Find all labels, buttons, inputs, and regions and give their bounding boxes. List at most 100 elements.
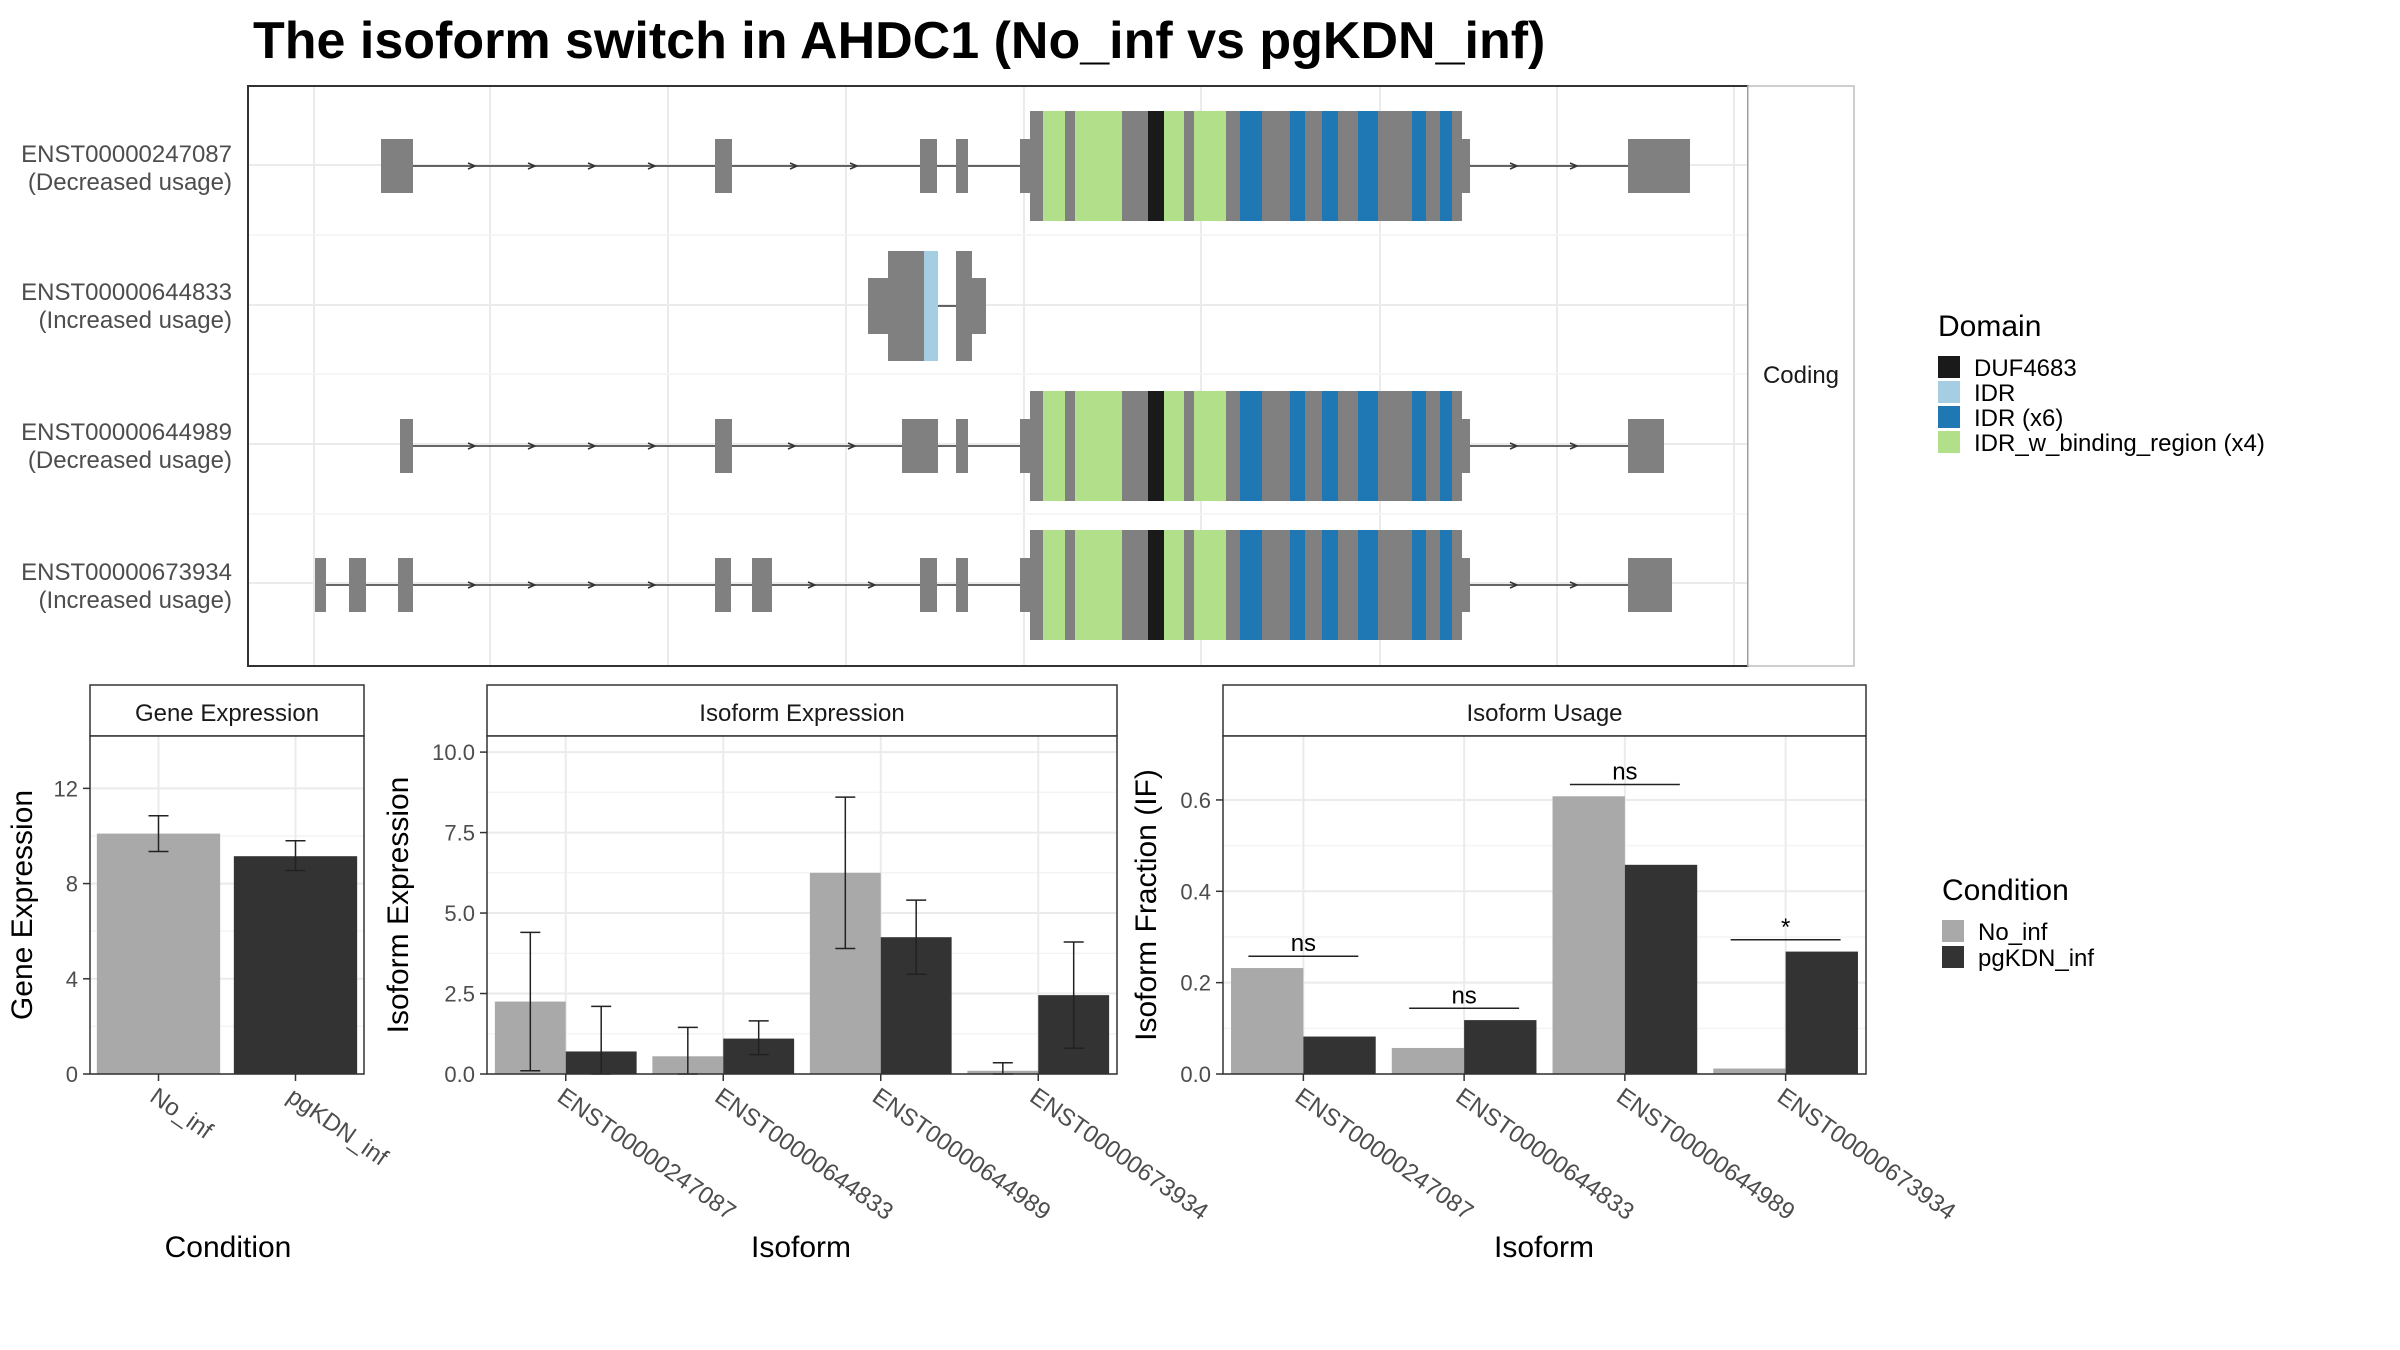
cds-segment <box>1440 391 1452 501</box>
x-tick-label: ENST00000673934 <box>1772 1083 1960 1226</box>
strand-arrow <box>527 581 537 589</box>
utr-exon <box>381 139 413 193</box>
strand-arrow <box>867 581 877 589</box>
utr-exon <box>920 558 937 612</box>
strand-arrow <box>789 162 799 170</box>
cds-segment <box>1164 530 1184 640</box>
x-tick-label: pgKDN_inf <box>282 1083 393 1172</box>
x-axis-label: Condition <box>165 1231 292 1264</box>
cds-segment <box>1194 111 1226 221</box>
strand-arrow <box>647 442 657 450</box>
cds-segment <box>1194 530 1226 640</box>
bar <box>1231 968 1304 1074</box>
structure-strip <box>1747 85 1855 667</box>
legend-key-idr-binding <box>1938 431 1960 453</box>
cds-segment <box>1043 391 1065 501</box>
cds-segment <box>1262 530 1290 640</box>
cds-segment <box>1322 530 1338 640</box>
transcript-label-4-usage: (Increased usage) <box>39 587 232 614</box>
plot-border <box>89 735 365 1075</box>
y-tick-label: 7.5 <box>444 821 475 846</box>
bar <box>1391 1047 1465 1074</box>
bar <box>96 833 221 1074</box>
utr-exon <box>715 558 731 612</box>
cds-segment <box>1338 111 1358 221</box>
strand-arrow <box>587 162 597 170</box>
panel-strip <box>89 684 365 737</box>
significance-label: ns <box>1612 758 1637 785</box>
cds-segment <box>1226 530 1240 640</box>
utr-exon <box>1462 419 1470 473</box>
transcript-label-1-id: ENST00000247087 <box>21 141 232 168</box>
x-axis-label: Isoform <box>751 1231 851 1264</box>
y-tick-label: 0.2 <box>1180 971 1211 996</box>
domain-legend: Domain DUF4683 IDR IDR (x6) IDR_w_bindin… <box>1938 310 2265 457</box>
cds-segment <box>1452 530 1462 640</box>
x-tick-label: No_inf <box>145 1083 218 1145</box>
condition-legend: Condition No_inf pgKDN_inf <box>1942 874 2094 972</box>
cds-segment <box>1378 391 1412 501</box>
y-tick-label: 0 <box>66 1062 78 1087</box>
legend-label-pgkdn-inf: pgKDN_inf <box>1978 945 2094 972</box>
cds-segment <box>1412 530 1426 640</box>
y-axis-label: Isoform Fraction (IF) <box>1130 769 1163 1041</box>
y-tick-label: 12 <box>54 776 78 801</box>
y-axis-label: Isoform Expression <box>382 777 415 1034</box>
panel-strip-label: Gene Expression <box>135 700 319 727</box>
x-axis-label: Isoform <box>1494 1231 1594 1264</box>
utr-exon <box>1020 558 1030 612</box>
strand-arrow <box>807 581 817 589</box>
cds-segment <box>1338 391 1358 501</box>
cds-segment <box>1184 391 1194 501</box>
domain-legend-title: Domain <box>1938 310 2041 343</box>
cds-segment <box>1194 391 1226 501</box>
isoform-usage-panel: Isoform Usage ns ns ns * 0.0 0.2 0.4 0.6 ENST0000… <box>1130 684 1960 1264</box>
cds-segment <box>1075 391 1122 501</box>
utr-exon <box>972 278 986 334</box>
cds-segment <box>1358 111 1378 221</box>
condition-legend-title: Condition <box>1942 874 2069 907</box>
strand-arrow <box>1569 581 1579 589</box>
y-tick-label: 0.0 <box>444 1062 475 1087</box>
y-tick-label: 2.5 <box>444 982 475 1007</box>
panel-strip <box>486 684 1118 737</box>
strand-arrow <box>527 442 537 450</box>
legend-label-idr: IDR <box>1974 380 2015 407</box>
strand-arrow <box>587 581 597 589</box>
significance-label: ns <box>1451 982 1476 1009</box>
transcript-label-2-usage: (Increased usage) <box>39 307 232 334</box>
plot-background <box>1223 736 1866 1074</box>
cds-segment <box>1452 391 1462 501</box>
legend-key-no-inf <box>1942 920 1964 942</box>
utr-exon <box>956 558 968 612</box>
chart-title: The isoform switch in AHDC1 (No_inf vs p… <box>253 12 1545 70</box>
cds-segment <box>1412 111 1426 221</box>
bar <box>1552 796 1625 1074</box>
cds-segment <box>1440 111 1452 221</box>
cds-segment <box>1030 391 1043 501</box>
transcript-label-3-id: ENST00000644989 <box>21 419 232 446</box>
cds-segment <box>1305 391 1322 501</box>
cds-segment <box>1148 111 1164 221</box>
gene-expression-panel: Gene Expression 0 4 8 12 No_inf pgKDN_inf Condi… <box>6 684 393 1264</box>
strand-arrow <box>467 162 477 170</box>
structure-strip-label: Coding <box>1763 362 1839 389</box>
strand-arrow <box>647 162 657 170</box>
cds-segment <box>1065 391 1075 501</box>
transcript-structure-panel: Coding ENST00000247087 (Decreased usage)… <box>21 85 1855 667</box>
utr-exon <box>1462 139 1470 193</box>
cds-segment <box>1440 530 1452 640</box>
cds-segment <box>1240 391 1262 501</box>
strand-arrow <box>1569 162 1579 170</box>
y-tick-label: 0.4 <box>1180 879 1211 904</box>
utr-exon <box>1462 558 1470 612</box>
utr-exon <box>400 419 413 473</box>
utr-exon <box>902 419 938 473</box>
strand-arrow <box>587 442 597 450</box>
legend-label-idr-binding: IDR_w_binding_region (x4) <box>1974 430 2265 457</box>
utr-exon <box>1628 558 1672 612</box>
bar <box>1713 1068 1786 1074</box>
utr-exon <box>315 558 326 612</box>
y-tick-label: 8 <box>66 872 78 897</box>
utr-exon <box>1020 419 1030 473</box>
